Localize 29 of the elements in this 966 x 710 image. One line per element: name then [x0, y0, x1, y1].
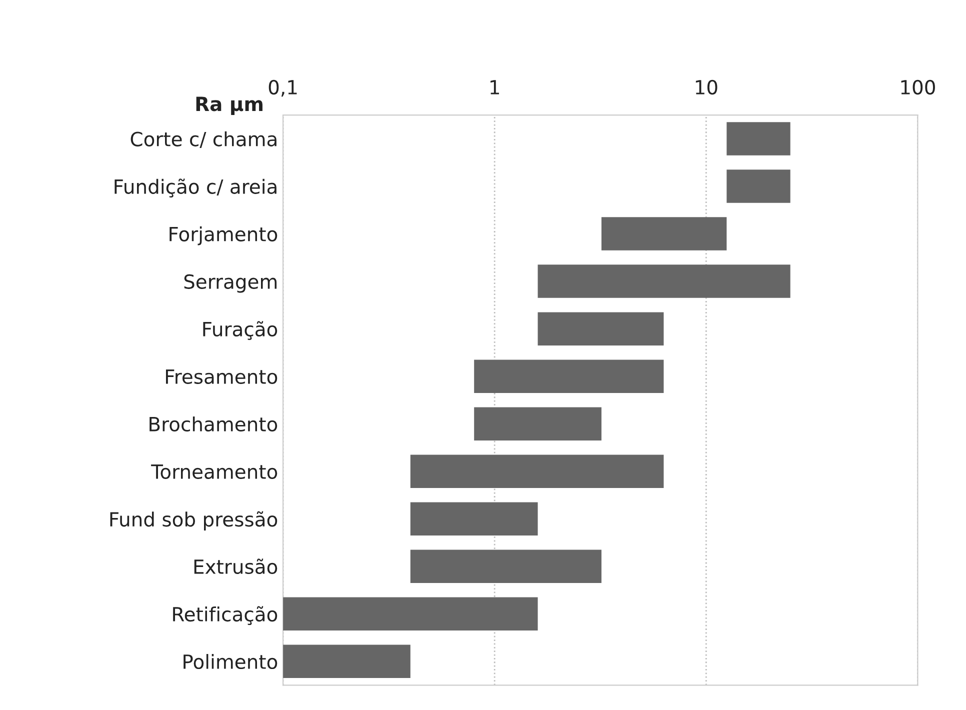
y-tick-label: Corte c/ chama [130, 131, 276, 148]
x-tick-label: 10 [696, 80, 718, 95]
bar [474, 407, 602, 440]
y-tick-label: Retificação [173, 606, 278, 626]
y-tick-label: Fundição c/ areia [114, 178, 276, 198]
y-tick-label: Brochamento [150, 416, 278, 432]
bar [726, 122, 790, 156]
bar [601, 217, 727, 250]
y-tick-label: Forjamento [170, 226, 278, 246]
x-tick-label: 1 [490, 80, 499, 94]
x-axis-title: Ra µm [196, 96, 262, 116]
y-tick-label: Polimento [184, 654, 278, 670]
bar [283, 597, 538, 631]
bar [283, 644, 410, 678]
y-tick-label: Serragem [184, 274, 277, 293]
bar [410, 502, 538, 536]
bar [726, 170, 790, 203]
y-tick-label: Fresamento [166, 370, 278, 384]
bar [474, 360, 664, 393]
bar [410, 550, 602, 583]
y-tick-label: Extrusão [194, 558, 278, 574]
bar [538, 312, 664, 346]
x-tick-label: 0,1 [268, 80, 297, 97]
bar [538, 264, 790, 298]
y-tick-label: Fund sob pressão [110, 511, 278, 530]
x-tick-label: 100 [901, 80, 935, 95]
y-tick-label: Furação [203, 321, 278, 340]
bar [410, 454, 664, 488]
y-tick-label: Torneamento [151, 464, 278, 480]
